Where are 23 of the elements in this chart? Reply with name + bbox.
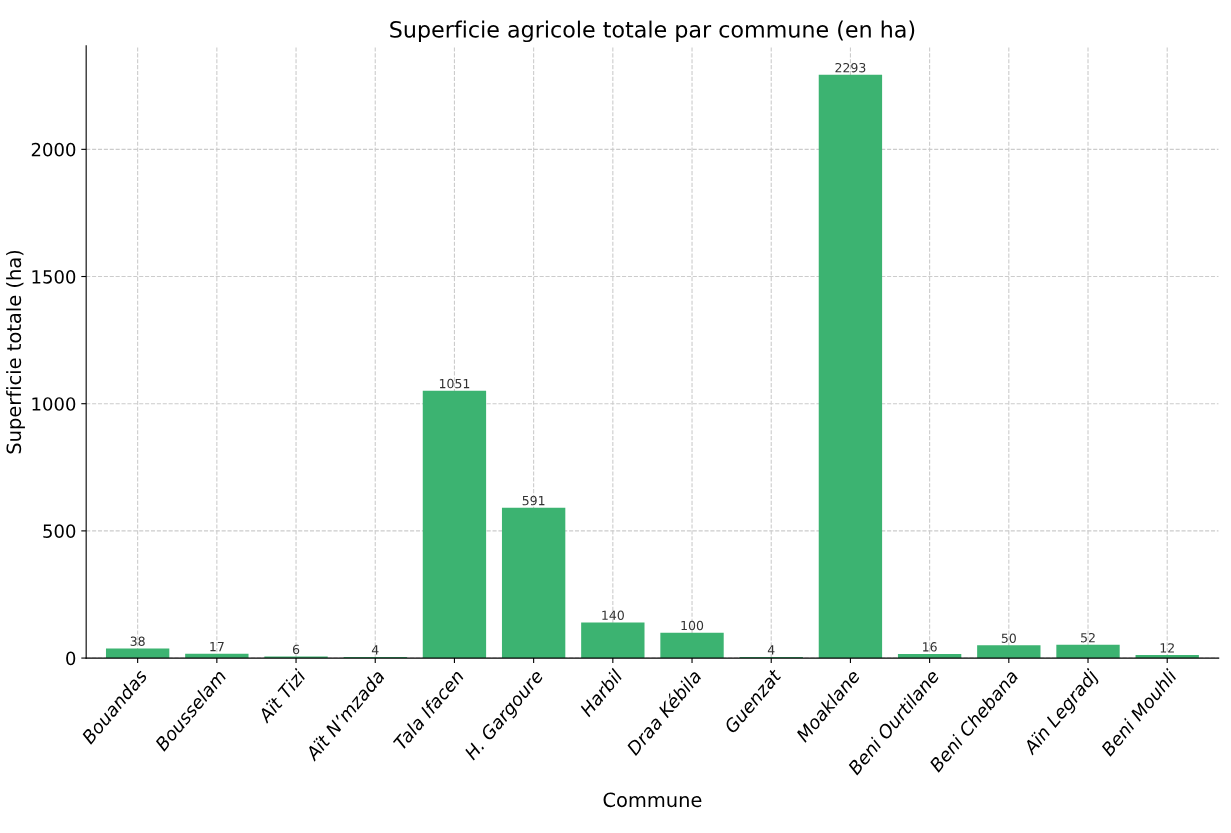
y-axis-title: Superficie totale (ha) (6, 250, 25, 454)
data-label: 6 (292, 644, 300, 655)
data-label: 16 (923, 642, 937, 652)
y-tick-label: 1000 (32, 397, 76, 411)
data-label: 140 (602, 610, 624, 621)
data-label: 50 (1001, 633, 1016, 643)
data-label: 100 (681, 620, 704, 631)
data-label: 17 (210, 642, 224, 652)
y-tick-label: 0 (66, 651, 76, 666)
data-label: 4 (371, 645, 379, 655)
chart-title: Superficie agricole totale par commune (en ha) (390, 20, 915, 43)
y-tick-label: 2000 (31, 142, 76, 157)
data-label: 591 (522, 495, 545, 506)
data-label: 1051 (439, 378, 470, 389)
data-label: 2293 (835, 62, 866, 73)
x-tick-label: Aït Tizi (256, 667, 307, 724)
x-axis-title: Commune (603, 792, 702, 808)
data-label: 38 (130, 636, 145, 646)
data-label: 4 (767, 645, 775, 655)
data-label: 12 (1160, 643, 1174, 653)
y-tick-label: 1500 (32, 269, 76, 284)
data-label: 52 (1081, 632, 1095, 643)
y-tick-label: 500 (43, 524, 76, 538)
